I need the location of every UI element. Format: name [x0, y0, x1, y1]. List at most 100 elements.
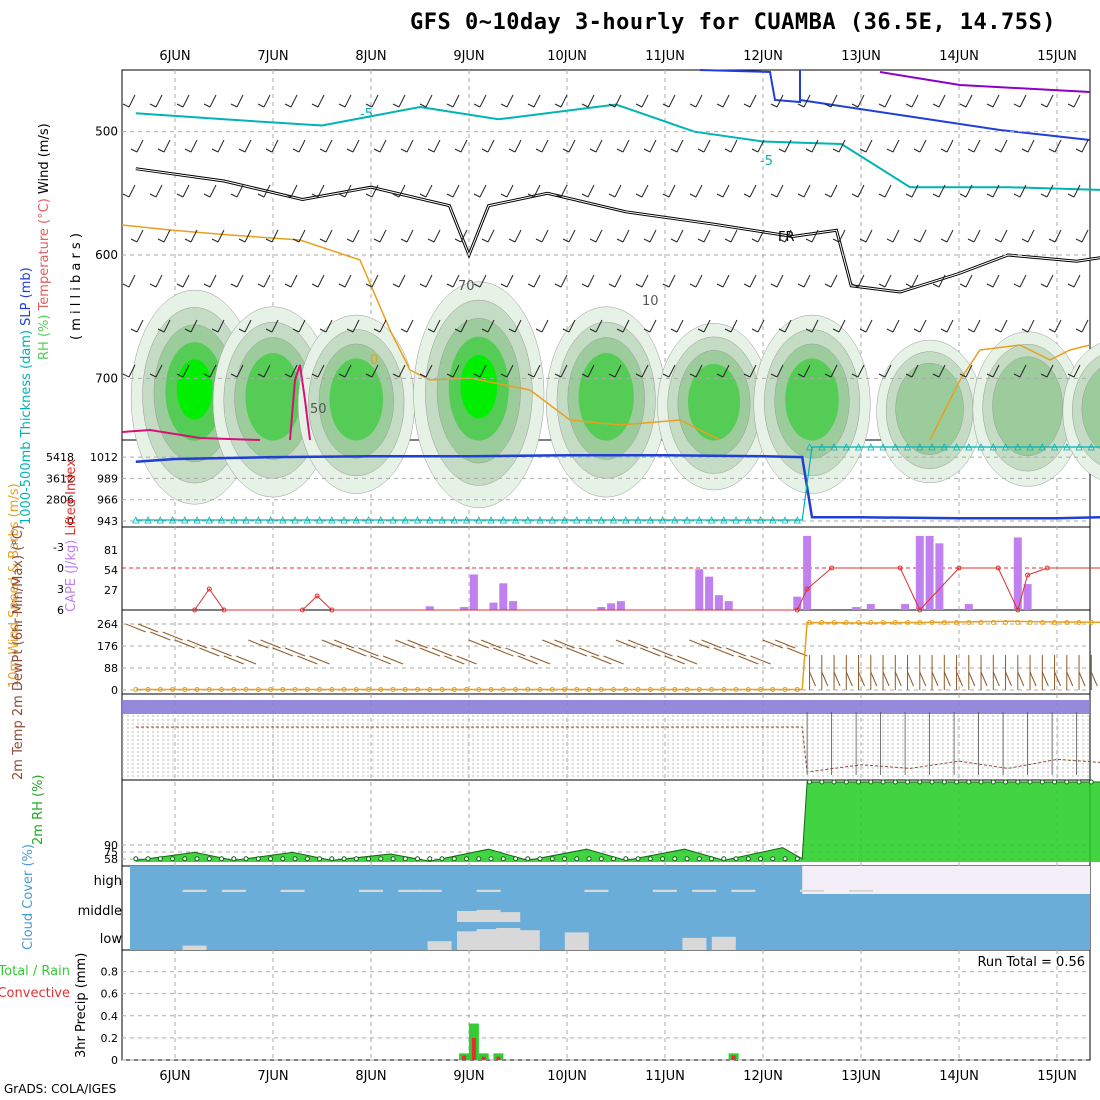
temp-contour-orange-2 — [929, 344, 1091, 441]
upper-wind-barb — [568, 229, 576, 243]
upper-wind-barb-flag — [1013, 283, 1021, 288]
upper-wind-barb-flag — [1075, 328, 1083, 333]
thickness-marker — [181, 516, 189, 524]
upper-wind-barb-flag — [832, 238, 840, 243]
upper-wind-barb — [217, 229, 225, 243]
wind-barb — [517, 655, 538, 665]
wind-speed-marker — [574, 687, 580, 692]
wind-speed-marker — [1003, 620, 1009, 625]
wind-speed-marker — [966, 620, 972, 625]
contour-label: 50 — [310, 402, 327, 417]
upper-wind-barb-flag — [743, 283, 751, 288]
upper-wind-barb — [730, 319, 738, 333]
upper-wind-barb — [1019, 184, 1027, 198]
upper-wind-barb — [352, 139, 360, 153]
cape-ylabel-part: CAPE (J/kg) — [64, 540, 79, 612]
rh-marker — [635, 856, 641, 862]
cloud-cell-high — [417, 889, 442, 892]
rh-marker — [807, 779, 813, 785]
wind-barb — [627, 639, 649, 649]
upper-wind-barb — [155, 184, 163, 198]
upper-wind-barb-flag — [473, 373, 481, 378]
upper-wind-barb — [965, 184, 973, 198]
cloud-cell-low — [682, 937, 707, 950]
upper-wind-barb-flag — [905, 103, 913, 108]
li-marker — [192, 607, 198, 613]
upper-wind-barb-flag — [959, 373, 967, 378]
upper-wind-barb-flag — [859, 328, 867, 333]
rh-marker — [782, 856, 788, 862]
wind-speed-marker — [1039, 620, 1045, 625]
upper-wind-barb-flag — [670, 328, 678, 333]
slp-ylabel: 1000-500mb Thickness (dam) SLP (mb) — [19, 267, 34, 525]
bottom-day-label: 11JUN — [645, 1069, 685, 1084]
wind-barb — [713, 647, 734, 657]
wind-barb — [640, 647, 661, 657]
wind-barb — [419, 647, 440, 657]
upper-wind-barb-flag — [913, 328, 921, 333]
rh-marker — [402, 856, 408, 862]
rh-marker — [623, 856, 629, 862]
upper-wind-barb — [730, 139, 738, 153]
wind-barb — [505, 647, 526, 657]
wind-speed-marker — [304, 687, 310, 692]
upper-wind-barb — [884, 184, 892, 198]
upper-wind-barb-flag — [473, 283, 481, 288]
upper-wind-barb-flag — [311, 373, 319, 378]
upper-wind-barb — [892, 319, 900, 333]
upper-wind-barb-flag — [1013, 193, 1021, 198]
upper-wind-barb — [325, 319, 333, 333]
cloud-cell-high — [731, 889, 756, 892]
wind-speed-marker — [464, 687, 470, 692]
wind-barb-flag — [931, 671, 939, 687]
contour-label: FR — [778, 230, 795, 245]
upper-wind-barb — [271, 319, 279, 333]
wind-barb-flag — [1029, 671, 1037, 687]
rh-marker — [758, 856, 764, 862]
upper-wind-barb — [892, 229, 900, 243]
rh-contour-area — [895, 362, 964, 455]
upper-wind-barb — [290, 274, 298, 288]
thickness-marker — [891, 443, 899, 451]
wind-speed-marker — [231, 687, 237, 692]
precip-legend-convective: Convective — [0, 986, 70, 1001]
upper-wind-barb — [163, 319, 171, 333]
upper-wind-barb-flag — [184, 148, 192, 153]
rh-marker — [537, 856, 543, 862]
upper-wind-barb — [1073, 364, 1081, 378]
wind-barb — [664, 655, 685, 665]
upper-wind-barb-flag — [824, 283, 832, 288]
top-day-label: 10JUN — [547, 49, 587, 64]
wind-barb-flag — [1017, 671, 1025, 687]
cape-bar — [616, 601, 625, 610]
upper-wind-barb — [155, 364, 163, 378]
upper-wind-barb — [622, 319, 630, 333]
upper-wind-barb-flag — [851, 103, 859, 108]
upper-wind-barb-flag — [230, 283, 238, 288]
upper-wind-barb-flag — [670, 148, 678, 153]
upper-wind-barb-flag — [967, 148, 975, 153]
credit-label: GrADS: COLA/IGES — [4, 1082, 117, 1096]
thickness-marker — [671, 516, 679, 524]
rh-marker — [672, 856, 678, 862]
cloud-cell-high — [359, 889, 383, 892]
precip-convective-bar — [731, 1055, 736, 1060]
upper-wind-barb-flag — [257, 373, 265, 378]
upper-wind-barb-flag — [994, 328, 1002, 333]
rh-marker — [880, 779, 886, 785]
upper-wind-barb — [163, 229, 171, 243]
cloud-level-label: low — [100, 932, 123, 947]
cape-bar — [714, 595, 723, 610]
upper-wind-barb — [857, 274, 865, 288]
upper-wind-barb — [757, 139, 765, 153]
upper-wind-barb-flag — [338, 103, 346, 108]
upper-wind-barb-flag — [508, 238, 516, 243]
thickness-marker — [769, 516, 777, 524]
rh-marker — [709, 856, 715, 862]
rh-marker — [476, 856, 482, 862]
bottom-day-label: 12JUN — [743, 1069, 783, 1084]
upper-wind-barb — [344, 184, 352, 198]
contour-label: 0 — [370, 353, 378, 368]
upper-wind-barb — [622, 229, 630, 243]
wind-barb — [346, 647, 367, 657]
